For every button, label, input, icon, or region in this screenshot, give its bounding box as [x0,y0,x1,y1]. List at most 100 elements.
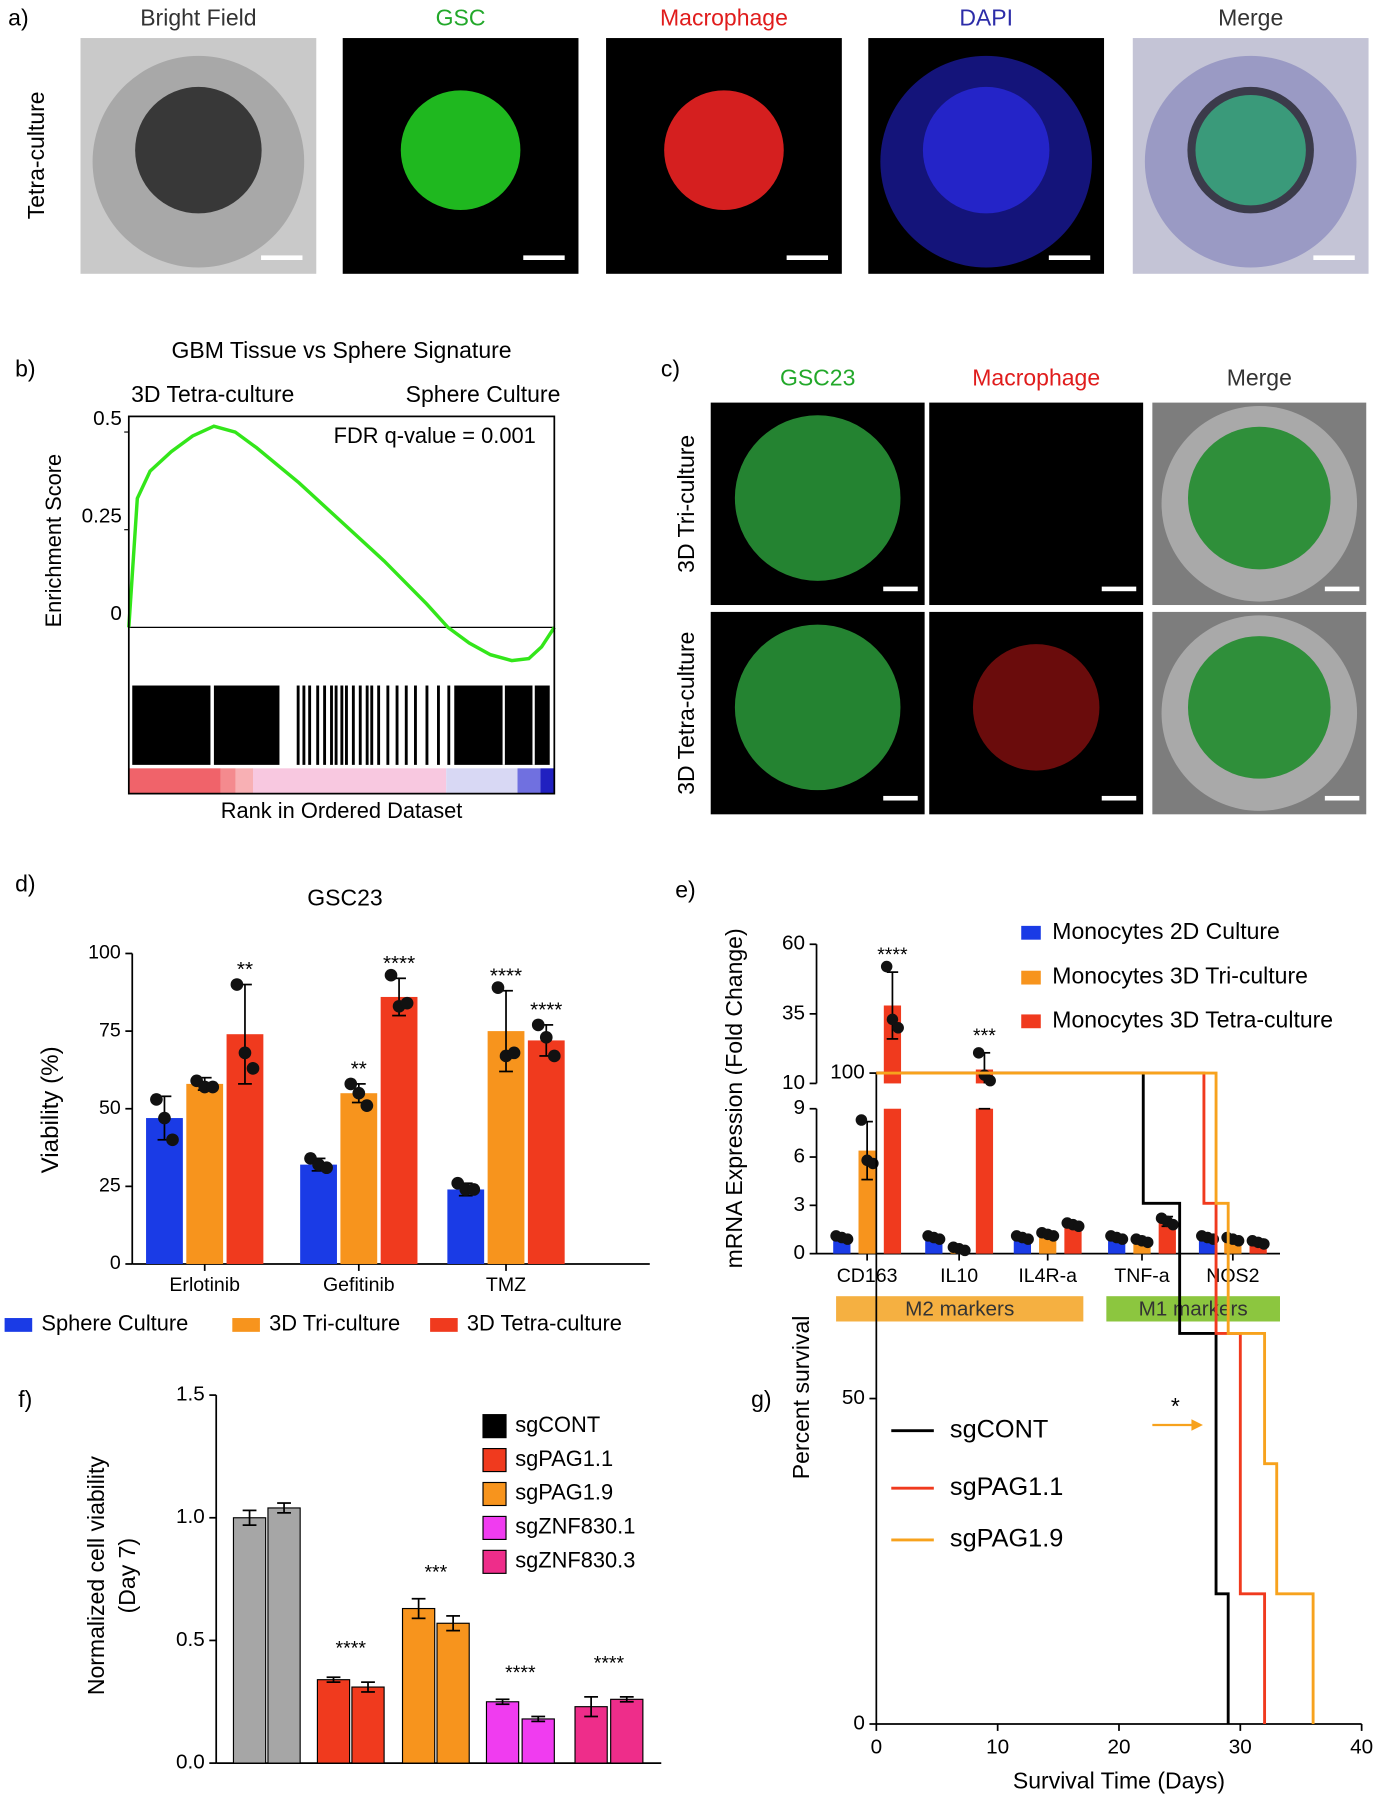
legend-swatch [1021,1014,1041,1029]
data-point [360,1099,374,1112]
x-tick-label: Erlotinib [169,1274,240,1296]
barcode-line [323,685,327,765]
legend-label: sgPAG1.1 [950,1473,1063,1501]
x-tick-label: Gefitinib [323,1274,395,1296]
y-tick-label: 0.0 [176,1751,205,1774]
chart-title: GBM Tissue vs Sphere Signature [172,337,512,363]
data-point [886,1013,899,1026]
rank-strip [540,768,555,794]
data-point [959,1244,971,1257]
y-tick-label: 0.25 [82,505,122,528]
data-point [1167,1218,1179,1231]
gsc-signal [400,90,521,210]
significance: ** [351,1058,367,1081]
bar [883,1108,902,1254]
legend-swatch [482,1515,507,1540]
data-point [1047,1230,1060,1242]
y-axis-label: Normalized cell viability [83,1456,109,1696]
rank-strip [128,768,221,794]
bar [316,1679,351,1764]
barcode-line [308,685,312,765]
data-point [158,1111,171,1125]
barcode-line [330,685,333,765]
barcode-line [370,685,374,765]
annotation: * [1171,1393,1180,1419]
x-axis-label: Rank in Ordered Dataset [221,798,463,823]
bar [186,1083,224,1264]
group-box [1106,1296,1280,1322]
column-title: Bright Field [140,5,256,31]
x-axis-label: Survival Time (Days) [1013,1768,1225,1794]
legend-label: Monocytes 2D Culture [1052,918,1280,944]
barcode-line [345,685,348,765]
y-tick-label: 60 [782,932,805,955]
data-point [384,968,398,982]
legend-label: sgZNF830.3 [515,1548,635,1573]
macrophage-signal [972,644,1100,771]
scale-bar [1101,795,1137,801]
data-point [246,1062,260,1075]
data-point [491,981,505,994]
gsc-signal [734,624,901,791]
panel-label: f) [18,1386,32,1412]
y-axis-label: Percent survival [788,1316,814,1480]
bar [527,1040,565,1264]
significance: **** [594,1652,625,1674]
y-tick-label: 100 [88,942,121,964]
data-point [507,1046,521,1060]
significance: **** [505,1662,536,1684]
data-point [166,1133,179,1147]
bar [447,1189,485,1264]
barcode-line [447,685,451,765]
scale-bar [1048,255,1091,261]
row-label: 3D Tri-culture [673,435,699,573]
data-point [539,1030,553,1044]
data-point [344,1077,358,1091]
y-tick-label: 0 [110,602,122,625]
data-point [230,978,244,991]
column-title: GSC23 [780,365,855,391]
annotation: FDR q-value = 0.001 [334,423,536,448]
x-tick-label: 20 [1107,1736,1130,1759]
data-point [400,996,414,1010]
bar [485,1701,520,1764]
y-tick-label: 10 [782,1071,805,1094]
scale-bar [1313,255,1355,261]
data-point [933,1233,946,1245]
core-merge [1195,94,1306,206]
y-axis-label: Enrichment Score [41,454,66,628]
legend-label: Sphere Culture [41,1311,188,1336]
panel-label: a) [8,5,28,31]
y-axis-label: (Day 7) [114,1538,140,1613]
x-tick-label: CD163 [837,1265,898,1287]
legend-swatch [4,1318,33,1332]
data-point [841,1233,854,1245]
chart-title: GSC23 [307,885,382,911]
x-tick-label: IL10 [940,1265,978,1287]
significance: ** [237,958,253,981]
gsc-signal [734,415,901,581]
x-tick-label: TNF-a [1114,1265,1170,1287]
data-point [531,1018,545,1032]
y-tick-label: 50 [842,1386,865,1409]
data-point [467,1183,481,1196]
macrophage-signal [664,90,784,210]
y-tick-label: 0 [853,1711,865,1734]
bar [1064,1224,1082,1254]
data-point [1072,1220,1085,1233]
bar [521,1718,555,1764]
core [1187,636,1331,779]
y-tick-label: 100 [830,1061,865,1084]
legend-swatch [1021,970,1041,985]
y-axis-label: Viability (%) [37,1046,64,1173]
barcode-line [358,685,362,765]
barcode-line [365,685,369,765]
bar [436,1622,470,1764]
y-axis-label: mRNA Expression (Fold Change) [721,928,747,1268]
scale-bar [1324,795,1360,801]
bar [267,1507,301,1764]
data-point [320,1161,333,1175]
core [1187,426,1331,570]
legend-label: sgZNF830.1 [515,1514,635,1539]
column-title: DAPI [959,5,1013,31]
